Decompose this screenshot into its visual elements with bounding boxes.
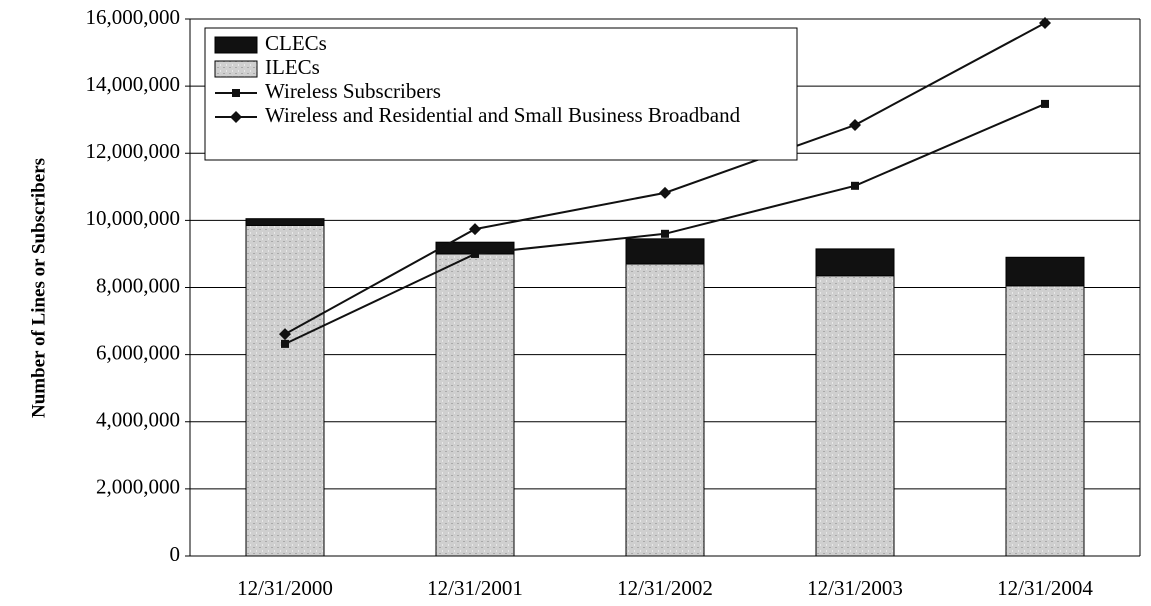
- x-tick-label: 12/31/2001: [427, 576, 523, 600]
- y-tick-label: 6,000,000: [96, 340, 180, 364]
- line-marker: [469, 223, 481, 236]
- line-marker: [281, 339, 289, 348]
- y-tick-label: 14,000,000: [86, 72, 181, 96]
- bar-segment: [625, 263, 705, 557]
- x-tick-label: 12/31/2002: [617, 576, 713, 600]
- x-tick-label: 12/31/2003: [807, 576, 903, 600]
- bar-segment: [245, 224, 325, 557]
- bar-segment: [1005, 285, 1085, 557]
- y-tick-label: 12,000,000: [86, 139, 181, 163]
- line-marker: [849, 119, 861, 132]
- legend-marker: [230, 111, 242, 123]
- line-marker: [659, 186, 671, 199]
- line-marker: [279, 328, 291, 341]
- line-marker: [471, 249, 479, 258]
- legend-label: Wireless and Residential and Small Busin…: [265, 103, 741, 127]
- bar-segment: [1005, 256, 1085, 287]
- bar-segment: [435, 253, 515, 557]
- legend-box: [204, 27, 798, 161]
- bar-segment: [815, 275, 895, 557]
- legend-swatch: [214, 36, 258, 54]
- line-marker: [1041, 99, 1049, 108]
- bar-segment: [625, 238, 705, 265]
- line-marker: [1039, 17, 1051, 30]
- y-tick-label: 4,000,000: [96, 408, 180, 432]
- legend-marker: [232, 89, 240, 97]
- y-tick-label: 8,000,000: [96, 273, 180, 297]
- line-marker: [851, 181, 859, 190]
- legend-label: ILECs: [265, 55, 320, 79]
- line-marker: [661, 229, 669, 238]
- y-tick-label: 2,000,000: [96, 475, 180, 499]
- y-axis-label: Number of Lines or Subscribers: [28, 158, 49, 418]
- legend-swatch: [214, 60, 258, 78]
- bar-segment: [245, 218, 325, 226]
- legend-label: CLECs: [265, 31, 327, 55]
- y-tick-label: 0: [170, 542, 181, 566]
- x-tick-label: 12/31/2000: [237, 576, 333, 600]
- x-tick-label: 12/31/2004: [997, 576, 1093, 600]
- y-tick-label: 10,000,000: [86, 206, 181, 230]
- legend-label: Wireless Subscribers: [265, 79, 441, 103]
- y-tick-label: 16,000,000: [86, 5, 181, 29]
- bar-segment: [815, 248, 895, 277]
